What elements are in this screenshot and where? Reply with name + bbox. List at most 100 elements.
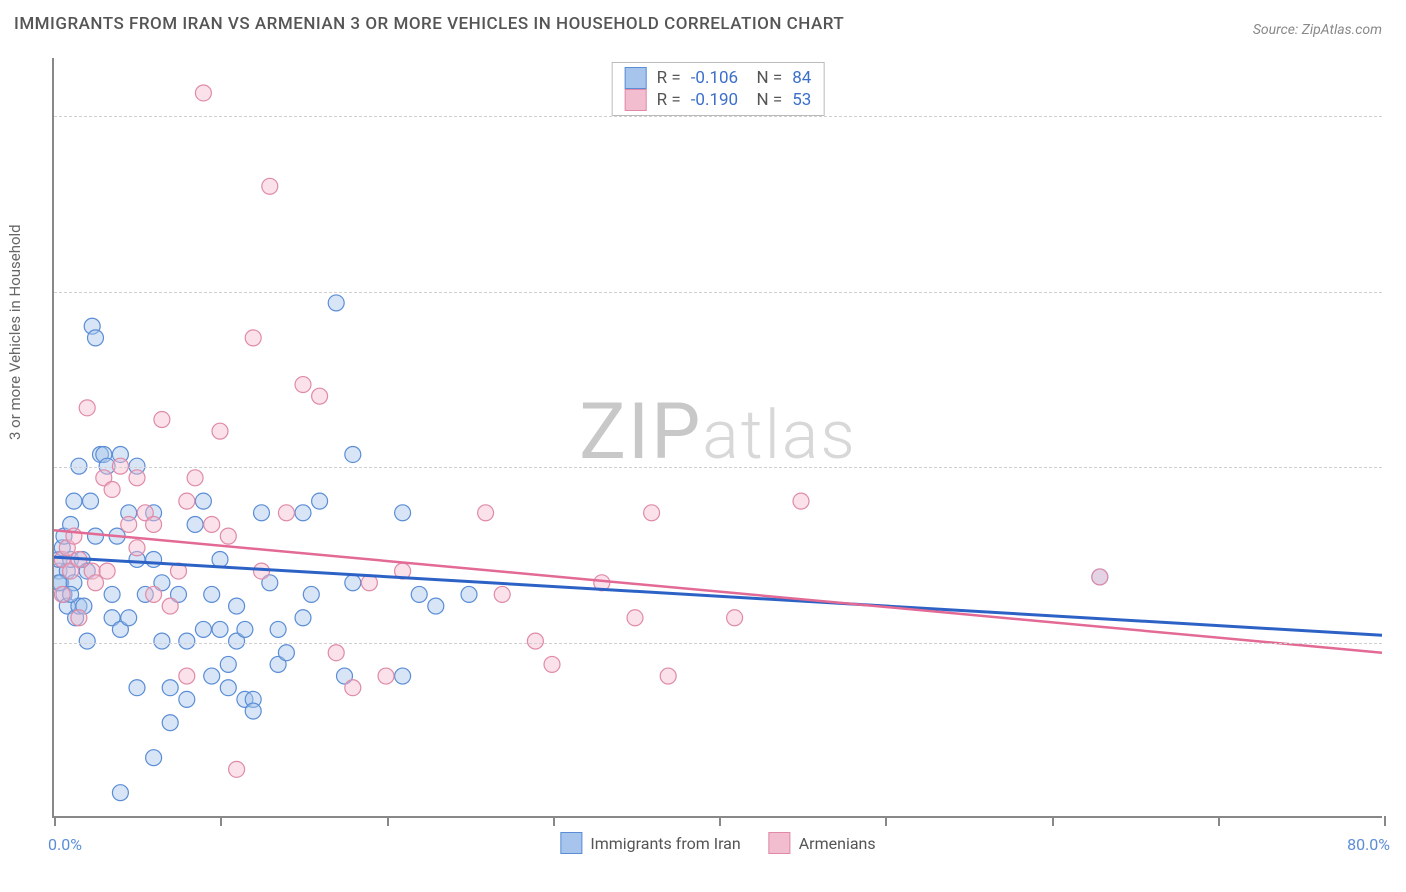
- data-point: [237, 621, 253, 637]
- data-point: [312, 493, 328, 509]
- data-point: [146, 586, 162, 602]
- data-point: [312, 388, 328, 404]
- data-point: [212, 621, 228, 637]
- data-point: [245, 703, 261, 719]
- data-point: [146, 750, 162, 766]
- data-point: [345, 575, 361, 591]
- data-point: [121, 516, 137, 532]
- data-point: [295, 377, 311, 393]
- data-point: [88, 528, 104, 544]
- data-point: [212, 551, 228, 567]
- data-point: [79, 633, 95, 649]
- x-tick: [54, 816, 56, 826]
- x-tick-label: 80.0%: [1347, 835, 1390, 854]
- data-point: [295, 610, 311, 626]
- data-point: [112, 785, 128, 801]
- data-point: [154, 412, 170, 428]
- data-point: [220, 528, 236, 544]
- data-point: [146, 551, 162, 567]
- x-tick: [1052, 816, 1054, 826]
- series-legend: Immigrants from Iran Armenians: [560, 832, 875, 854]
- x-tick: [1218, 816, 1220, 826]
- data-point: [494, 586, 510, 602]
- data-point: [104, 586, 120, 602]
- legend-swatch: [625, 89, 647, 111]
- data-point: [104, 481, 120, 497]
- data-point: [270, 621, 286, 637]
- data-point: [187, 470, 203, 486]
- legend-n-value: 53: [792, 90, 811, 110]
- data-point: [644, 505, 660, 521]
- data-point: [129, 470, 145, 486]
- gridline: [54, 292, 1382, 293]
- x-tick-label: 0.0%: [48, 835, 82, 854]
- data-point: [345, 447, 361, 463]
- data-point: [278, 645, 294, 661]
- x-tick: [1384, 816, 1386, 826]
- data-point: [195, 621, 211, 637]
- data-point: [66, 493, 82, 509]
- legend-swatch: [560, 832, 582, 854]
- data-point: [162, 598, 178, 614]
- data-point: [204, 516, 220, 532]
- data-point: [71, 458, 87, 474]
- data-point: [204, 586, 220, 602]
- legend-label: Armenians: [799, 834, 876, 853]
- data-point: [146, 516, 162, 532]
- gridline: [54, 643, 1382, 644]
- data-point: [345, 680, 361, 696]
- data-point: [295, 505, 311, 521]
- data-point: [204, 668, 220, 684]
- data-point: [378, 668, 394, 684]
- data-point: [254, 505, 270, 521]
- chart-title: IMMIGRANTS FROM IRAN VS ARMENIAN 3 OR MO…: [14, 14, 844, 34]
- legend-n-value: 84: [792, 68, 811, 88]
- plot-area: ZIPatlas R = -0.106 N = 84R = -0.190 N =…: [52, 58, 1382, 818]
- data-point: [328, 645, 344, 661]
- x-tick: [719, 816, 721, 826]
- data-point: [187, 516, 203, 532]
- data-point: [262, 178, 278, 194]
- data-point: [395, 668, 411, 684]
- data-point: [179, 691, 195, 707]
- correlation-legend: R = -0.106 N = 84R = -0.190 N = 53: [612, 62, 825, 116]
- data-point: [428, 598, 444, 614]
- data-point: [245, 330, 261, 346]
- data-point: [395, 505, 411, 521]
- data-point: [478, 505, 494, 521]
- legend-r-value: -0.106: [691, 68, 738, 88]
- data-point: [179, 633, 195, 649]
- legend-r-label: R =: [657, 68, 681, 88]
- y-tick-label: 60.0%: [1390, 107, 1406, 126]
- data-point: [1092, 569, 1108, 585]
- chart-svg: [54, 58, 1382, 816]
- data-point: [162, 715, 178, 731]
- data-point: [229, 598, 245, 614]
- legend-item: Immigrants from Iran: [560, 832, 740, 854]
- data-point: [162, 680, 178, 696]
- legend-swatch: [769, 832, 791, 854]
- data-point: [411, 586, 427, 602]
- data-point: [303, 586, 319, 602]
- x-tick: [220, 816, 222, 826]
- source-attribution: Source: ZipAtlas.com: [1253, 22, 1382, 38]
- legend-r-label: R =: [657, 90, 681, 110]
- data-point: [220, 656, 236, 672]
- y-axis-label: 3 or more Vehicles in Household: [6, 224, 24, 440]
- legend-row: R = -0.106 N = 84: [625, 67, 812, 89]
- data-point: [627, 610, 643, 626]
- data-point: [83, 493, 99, 509]
- data-point: [121, 610, 137, 626]
- data-point: [88, 330, 104, 346]
- legend-r-value: -0.190: [691, 90, 738, 110]
- data-point: [79, 400, 95, 416]
- data-point: [129, 680, 145, 696]
- data-point: [461, 586, 477, 602]
- data-point: [112, 458, 128, 474]
- data-point: [328, 295, 344, 311]
- legend-row: R = -0.190 N = 53: [625, 89, 812, 111]
- data-point: [229, 761, 245, 777]
- y-tick-label: 30.0%: [1390, 458, 1406, 477]
- data-point: [527, 633, 543, 649]
- data-point: [99, 563, 115, 579]
